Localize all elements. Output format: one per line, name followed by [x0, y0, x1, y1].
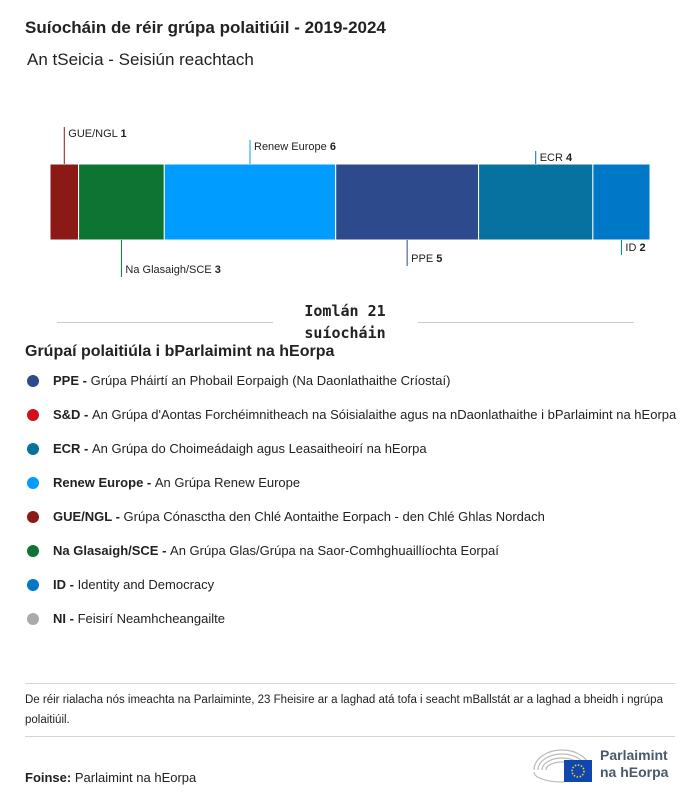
legend-text: Renew Europe - An Grúpa Renew Europe: [53, 474, 300, 492]
legend-item: NI - Feisirí Neamhcheangailte: [27, 610, 677, 628]
legend-abbr: Renew Europe -: [53, 475, 155, 490]
data-label: ECR 4: [540, 152, 573, 164]
total-divider-left: [57, 322, 273, 323]
legend-dot-icon: [27, 545, 39, 557]
data-label: GUE/NGL 1: [68, 128, 126, 140]
legend-item: S&D - An Grúpa d'Aontas Forchéimnitheach…: [27, 406, 677, 424]
bar-segment: [335, 163, 480, 241]
category-label: ID: [625, 242, 639, 254]
bar-segment: [478, 163, 594, 241]
legend-item: Na Glasaigh/SCE - An Grúpa Glas/Grúpa na…: [27, 542, 677, 560]
legend-abbr: NI -: [53, 611, 78, 626]
bar-segment: [49, 163, 80, 241]
value-label: 5: [436, 253, 442, 265]
legend-item: PPE - Grúpa Pháirtí an Phobail Eorpaigh …: [27, 372, 677, 390]
bar-segment: [592, 163, 651, 241]
legend-item: ECR - An Grúpa do Choimeádaigh agus Leas…: [27, 440, 677, 458]
total-divider-right: [418, 322, 634, 323]
legend-text: Na Glasaigh/SCE - An Grúpa Glas/Grúpa na…: [53, 542, 499, 560]
legend-name: Grúpa Pháirtí an Phobail Eorpaigh (Na Da…: [90, 373, 451, 388]
legend-name: Feisirí Neamhcheangailte: [77, 611, 225, 626]
footnote: De réir rialacha nós imeachta na Parlaim…: [25, 694, 663, 726]
legend-title: Grúpaí polaitiúla i bParlaimint na hEorp…: [25, 343, 335, 360]
data-label: Na Glasaigh/SCE 3: [125, 264, 220, 276]
legend-name: An Grúpa d'Aontas Forchéimnitheach na Só…: [92, 407, 677, 422]
category-label: Renew Europe: [254, 141, 330, 153]
value-label: 4: [566, 152, 573, 164]
legend-text: PPE - Grúpa Pháirtí an Phobail Eorpaigh …: [53, 372, 450, 390]
parliament-hemicycle-icon: [533, 749, 592, 783]
eu-flag-icon: [564, 760, 592, 782]
legend-dot-icon: [27, 511, 39, 523]
value-label: 2: [639, 242, 645, 254]
value-label: 6: [330, 141, 336, 153]
data-label: Renew Europe 6: [254, 141, 336, 153]
legend-abbr: ID -: [53, 577, 78, 592]
value-label: 3: [215, 264, 221, 276]
chart-title: Suíocháin de réir grúpa polaitiúil - 201…: [25, 18, 386, 37]
logo-text: Parlaimint na hEorpa: [600, 747, 669, 780]
legend-abbr: S&D -: [53, 407, 92, 422]
chart-subtitle: An tSeicia - Seisiún reachtach: [27, 50, 254, 69]
legend-name: An Grúpa do Choimeádaigh agus Leasaitheo…: [92, 441, 427, 456]
data-label: ID 2: [625, 242, 645, 254]
legend-name: An Grúpa Glas/Grúpa na Saor-Comhghuaillí…: [170, 543, 499, 558]
legend-text: ECR - An Grúpa do Choimeádaigh agus Leas…: [53, 440, 427, 458]
legend-text: NI - Feisirí Neamhcheangailte: [53, 610, 225, 628]
legend-abbr: ECR -: [53, 441, 92, 456]
legend-text: S&D - An Grúpa d'Aontas Forchéimnitheach…: [53, 406, 676, 424]
legend-dot-icon: [27, 443, 39, 455]
data-label: PPE 5: [411, 253, 442, 265]
legend-dot-icon: [27, 375, 39, 387]
source-value: Parlaimint na hEorpa: [74, 770, 197, 785]
legend: PPE - Grúpa Pháirtí an Phobail Eorpaigh …: [27, 372, 677, 644]
legend-dot-icon: [27, 579, 39, 591]
legend-text: ID - Identity and Democracy: [53, 576, 214, 594]
legend-dot-icon: [27, 477, 39, 489]
total-seats: Iomlán 21 suíocháin: [304, 302, 386, 342]
legend-name: Identity and Democracy: [77, 577, 215, 592]
legend-item: Renew Europe - An Grúpa Renew Europe: [27, 474, 677, 492]
source-label: Foinse:: [25, 770, 72, 785]
category-label: ECR: [540, 152, 566, 164]
legend-dot-icon: [27, 613, 39, 625]
legend-dot-icon: [27, 409, 39, 421]
category-label: PPE: [411, 253, 436, 265]
legend-abbr: GUE/NGL -: [53, 509, 124, 524]
legend-name: An Grúpa Renew Europe: [154, 475, 301, 490]
source: Foinse: Parlaimint na hEorpa: [25, 770, 196, 785]
value-label: 1: [120, 128, 126, 140]
legend-text: GUE/NGL - Grúpa Cónasctha den Chlé Aonta…: [53, 508, 545, 526]
seat-bar-chart: GUE/NGL 1 Na Glasaigh/SCE 3 Renew Europe 6…: [49, 127, 651, 277]
category-label: GUE/NGL: [68, 128, 120, 140]
legend-abbr: Na Glasaigh/SCE -: [53, 543, 171, 558]
legend-name: Grúpa Cónasctha den Chlé Aontaithe Eorpa…: [123, 509, 545, 524]
legend-item: ID - Identity and Democracy: [27, 576, 677, 594]
divider: [25, 736, 675, 737]
bar-segment: [163, 163, 337, 241]
bar-segment: [78, 163, 165, 241]
ep-logo: Parlaimint na hEorpa: [530, 744, 668, 784]
divider: [25, 683, 675, 684]
legend-item: GUE/NGL - Grúpa Cónasctha den Chlé Aonta…: [27, 508, 677, 526]
legend-abbr: PPE -: [53, 373, 91, 388]
category-label: Na Glasaigh/SCE: [125, 264, 214, 276]
